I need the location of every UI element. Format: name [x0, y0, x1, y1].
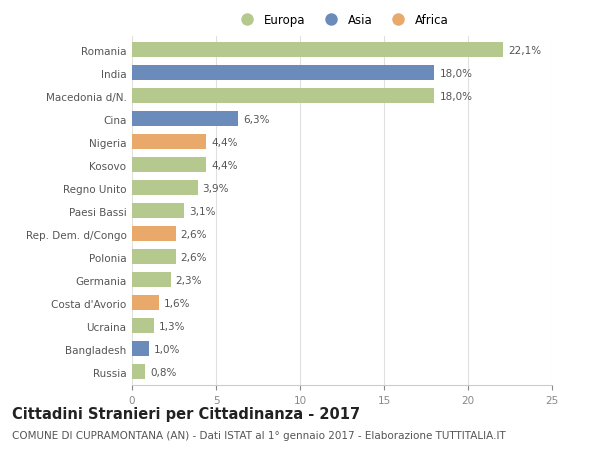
Bar: [132, 341, 149, 356]
Text: COMUNE DI CUPRAMONTANA (AN) - Dati ISTAT al 1° gennaio 2017 - Elaborazione TUTTI: COMUNE DI CUPRAMONTANA (AN) - Dati ISTAT…: [12, 431, 506, 441]
Bar: [132, 227, 176, 241]
Text: 2,3%: 2,3%: [176, 275, 202, 285]
Bar: [132, 364, 145, 379]
Text: Cittadini Stranieri per Cittadinanza - 2017: Cittadini Stranieri per Cittadinanza - 2…: [12, 406, 360, 421]
Text: 2,6%: 2,6%: [181, 252, 207, 262]
Bar: [132, 204, 184, 218]
Bar: [132, 66, 434, 81]
Bar: [132, 296, 159, 310]
Text: 6,3%: 6,3%: [243, 114, 269, 124]
Bar: [132, 319, 154, 333]
Text: 18,0%: 18,0%: [439, 91, 472, 101]
Text: 3,9%: 3,9%: [203, 183, 229, 193]
Bar: [132, 181, 197, 196]
Text: 2,6%: 2,6%: [181, 229, 207, 239]
Bar: [132, 135, 206, 150]
Text: 3,1%: 3,1%: [189, 206, 215, 216]
Bar: [132, 112, 238, 127]
Bar: [132, 250, 176, 264]
Bar: [132, 158, 206, 173]
Text: 0,8%: 0,8%: [151, 367, 177, 377]
Text: 4,4%: 4,4%: [211, 160, 238, 170]
Text: 18,0%: 18,0%: [439, 68, 472, 78]
Text: 4,4%: 4,4%: [211, 137, 238, 147]
Bar: [132, 273, 170, 287]
Text: 1,3%: 1,3%: [159, 321, 185, 331]
Bar: [132, 43, 503, 58]
Text: 1,0%: 1,0%: [154, 344, 180, 354]
Text: 22,1%: 22,1%: [508, 45, 541, 56]
Bar: [132, 89, 434, 104]
Legend: Europa, Asia, Africa: Europa, Asia, Africa: [235, 14, 449, 28]
Text: 1,6%: 1,6%: [164, 298, 190, 308]
